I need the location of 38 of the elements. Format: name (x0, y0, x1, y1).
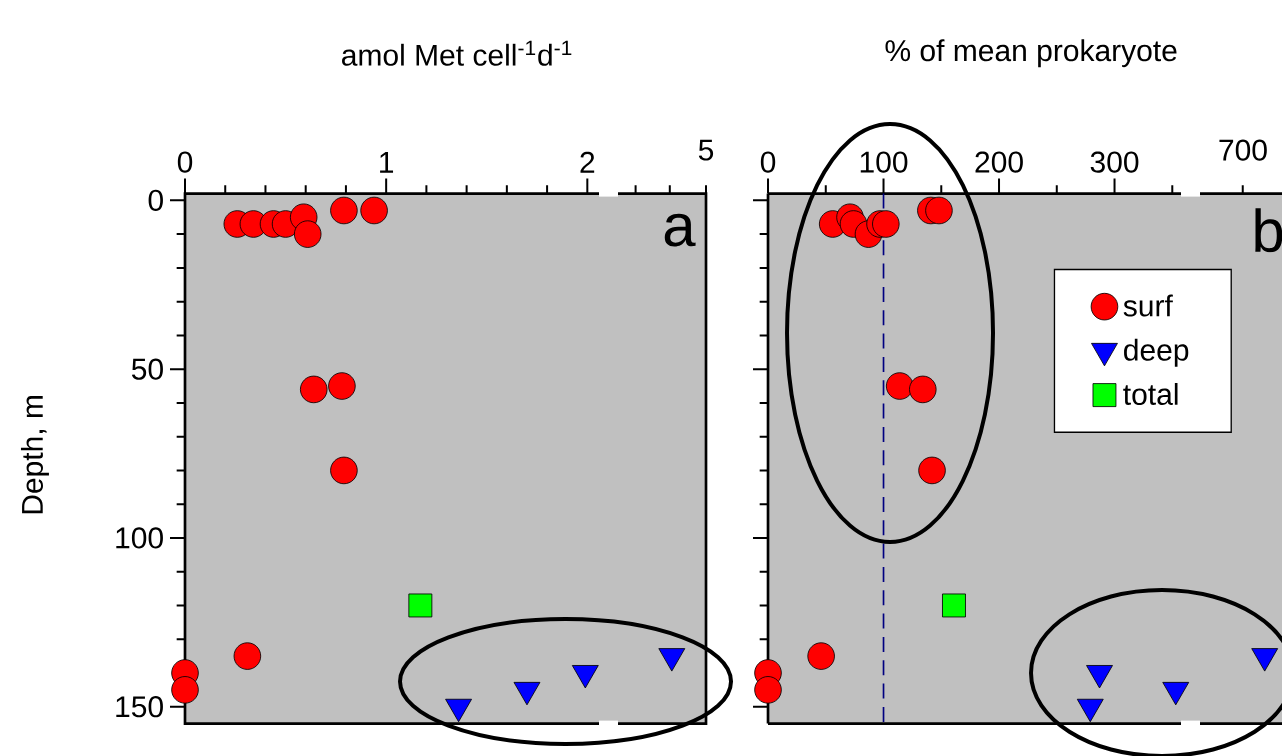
text: 700 (1219, 139, 1267, 161)
y-tick-label: 0 (148, 189, 163, 211)
point (909, 375, 937, 404)
point (299, 375, 328, 404)
chart-title: % of mean prokaryote (885, 39, 1177, 68)
point (293, 220, 322, 248)
x-tick-label: 0 (177, 151, 193, 173)
point (360, 196, 388, 225)
y-tick-label: 100 (116, 527, 163, 549)
legend-label: surf (1123, 294, 1173, 317)
x-tick-label: 200 (975, 151, 1023, 173)
point (807, 642, 835, 670)
annotation: b (1255, 208, 1282, 253)
x-tick-label: 0 (760, 151, 776, 173)
point (408, 593, 433, 618)
x-tick-label: 2 (580, 151, 595, 173)
x-tick-label: 300 (1090, 151, 1139, 173)
point (233, 642, 262, 670)
y-tick-label: 150 (116, 696, 163, 718)
text: 5 (698, 139, 714, 161)
point (885, 372, 914, 400)
point (918, 456, 946, 485)
point (872, 210, 900, 238)
x-tick-label: 1 (380, 152, 394, 173)
point (328, 372, 356, 400)
legend-label: deep (1124, 338, 1189, 367)
point (330, 196, 358, 225)
chart-title: amol Met cell$^{-1}$d$^{-1}$ (342, 40, 572, 66)
point (754, 676, 782, 704)
annotation: a (664, 213, 696, 247)
y-tick-label: 50 (131, 358, 163, 380)
y-axis-title: Depth, m (20, 396, 49, 514)
point (330, 456, 358, 485)
legend-label: total (1123, 382, 1178, 406)
point (171, 676, 199, 704)
point (925, 196, 953, 225)
point (942, 593, 966, 618)
x-tick-label: 100 (860, 151, 908, 173)
